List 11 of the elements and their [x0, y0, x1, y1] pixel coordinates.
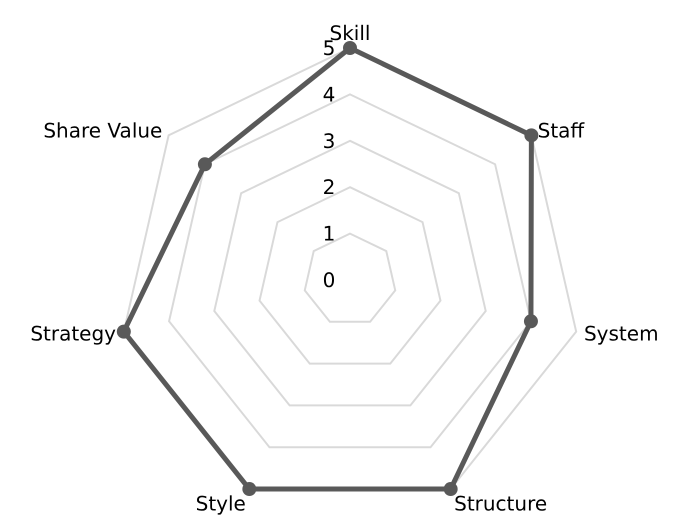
y-tick-label: 2 — [322, 175, 336, 200]
spoke-label: Share Value — [43, 118, 162, 142]
y-tick-label: 0 — [322, 268, 336, 292]
y-tick-label: 1 — [322, 222, 336, 246]
spoke-label: Structure — [454, 491, 548, 516]
spoke-label: System — [584, 322, 659, 346]
y-tick-label: 4 — [322, 82, 336, 106]
spoke-label: Staff — [538, 118, 586, 142]
spoke-label: Strategy — [30, 322, 116, 346]
spoke-label: Style — [196, 491, 246, 516]
y-tick-label: 3 — [322, 128, 336, 153]
